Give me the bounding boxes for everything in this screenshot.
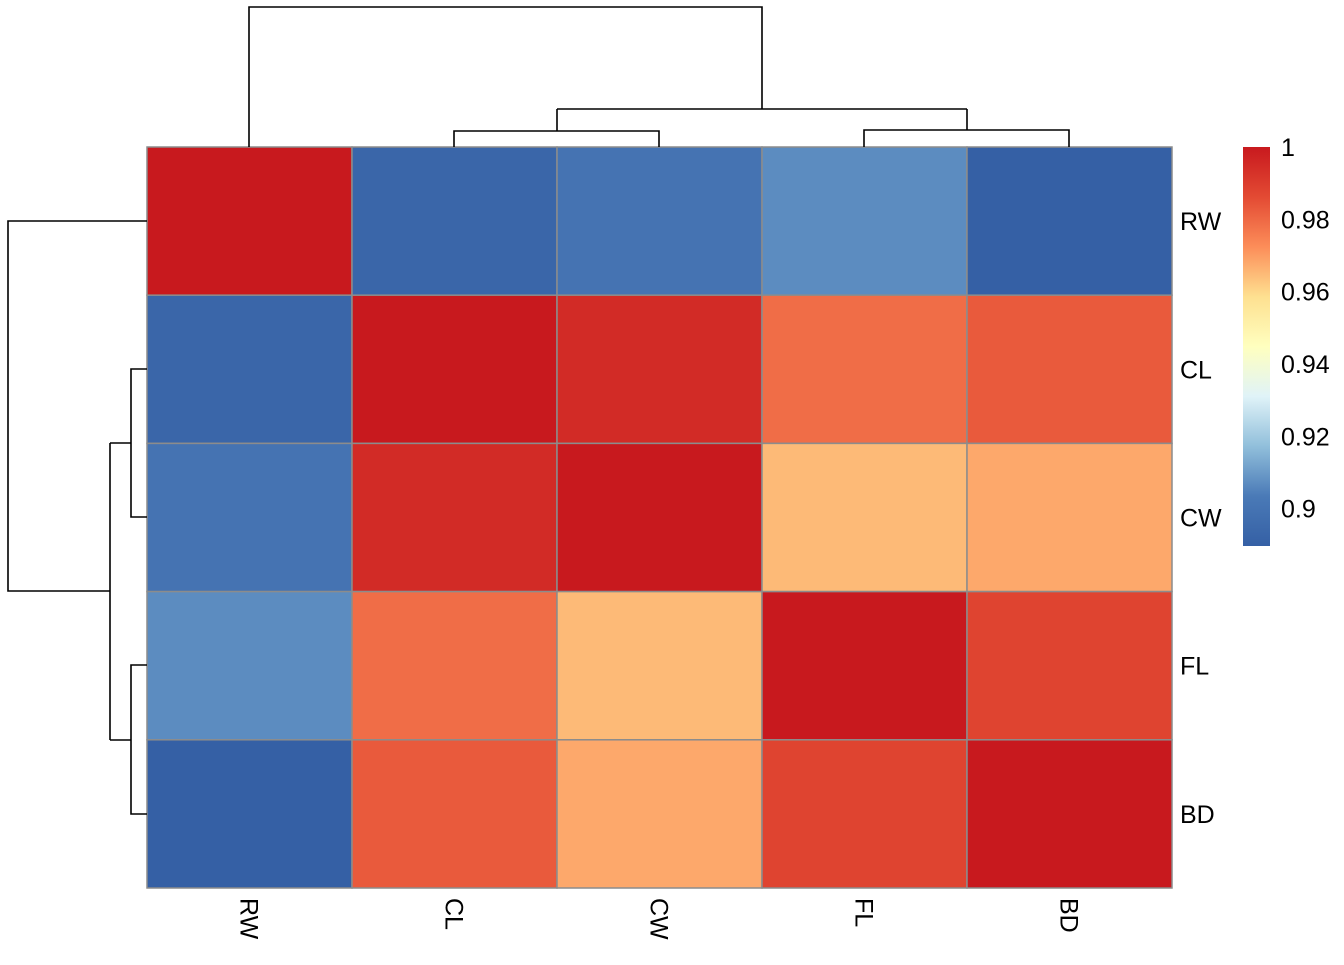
- row-label: RW: [1180, 208, 1222, 236]
- legend-tick-label: 1: [1281, 134, 1295, 162]
- cell-FL-BD: [966, 590, 1173, 741]
- cell-CL-BD: [966, 294, 1173, 445]
- row-label: FL: [1180, 653, 1209, 681]
- cell-FL-RW: [146, 590, 353, 741]
- cell-RW-RW: [146, 146, 353, 296]
- cell-CL-CW: [556, 294, 763, 445]
- column-dendrogram: [248, 6, 1070, 147]
- row-dendrogram: [7, 220, 147, 815]
- row-labels: RW CL CW FL BD: [1180, 208, 1222, 829]
- cell-CW-FL: [761, 442, 968, 593]
- row-label: CW: [1180, 505, 1222, 533]
- legend-tick-label: 0.94: [1281, 351, 1330, 379]
- column-label: CL: [440, 898, 468, 930]
- column-labels: RW CL CW FL BD: [235, 898, 1083, 940]
- legend-tick-label: 0.92: [1281, 423, 1330, 451]
- legend-tick-label: 0.9: [1281, 496, 1316, 524]
- cell-CW-RW: [146, 442, 353, 593]
- row-label: CL: [1180, 356, 1212, 384]
- legend-tick-label: 0.98: [1281, 206, 1330, 234]
- cell-FL-CW: [556, 590, 763, 741]
- cell-FL-CL: [351, 590, 558, 741]
- cell-RW-CW: [556, 146, 763, 296]
- cell-BD-FL: [761, 739, 968, 889]
- dendrograms: [7, 6, 1070, 815]
- cell-CL-RW: [146, 294, 353, 445]
- legend-ticks: 1 0.98 0.96 0.94 0.92 0.9: [1281, 134, 1330, 524]
- cell-FL-FL: [761, 590, 968, 741]
- column-label: RW: [235, 898, 263, 940]
- cell-CW-BD: [966, 442, 1173, 593]
- cell-CW-CW: [556, 442, 763, 593]
- cell-CL-CL: [351, 294, 558, 445]
- cell-BD-CL: [351, 739, 558, 889]
- cell-BD-BD: [966, 739, 1173, 889]
- cell-RW-BD: [966, 146, 1173, 296]
- column-label: BD: [1055, 898, 1083, 933]
- cell-CW-CL: [351, 442, 558, 593]
- column-label: FL: [850, 898, 878, 927]
- cell-BD-RW: [146, 739, 353, 889]
- cell-BD-CW: [556, 739, 763, 889]
- cell-RW-CL: [351, 146, 558, 296]
- row-label: BD: [1180, 801, 1215, 829]
- cell-RW-FL: [761, 146, 968, 296]
- legend-tick-label: 0.96: [1281, 279, 1330, 307]
- column-label: CW: [645, 898, 673, 940]
- cell-CL-FL: [761, 294, 968, 445]
- legend-colorbar: [1243, 147, 1270, 546]
- heatmap-cells: [146, 146, 1173, 889]
